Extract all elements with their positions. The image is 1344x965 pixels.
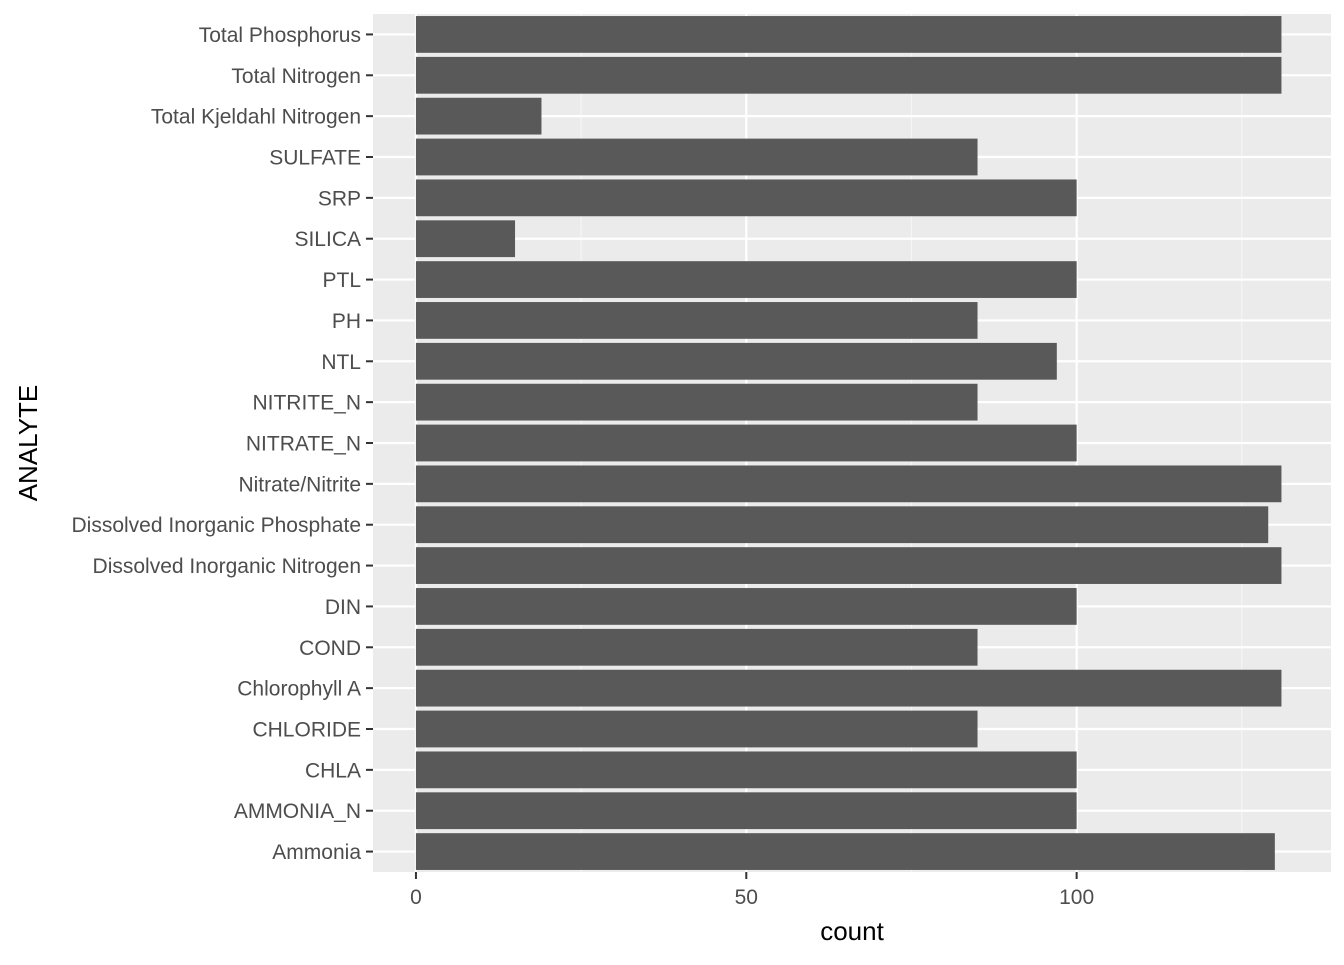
y-tick-label-ammonia-n: AMMONIA_N [234,800,361,823]
bar-total-phosphorus [415,16,1282,53]
x-axis-title: count [820,916,884,946]
y-tick-label-din: DIN [325,596,361,619]
y-tick-label-ptl: PTL [322,269,361,292]
bar-chlorophyll-a [415,669,1282,707]
bar-din [415,588,1077,625]
y-tick-label-ammonia: Ammonia [272,841,361,864]
bar-chloride [415,710,978,748]
y-tick-label-cond: COND [299,637,361,660]
y-tick-label-chloride: CHLORIDE [252,719,361,742]
bar-total-kjeldahl-nitrogen [415,97,542,135]
y-tick-label-sulfate: SULFATE [269,147,361,170]
bar-silica [415,220,516,258]
x-tick-label-50: 50 [735,886,758,909]
y-tick-label-silica: SILICA [294,228,361,251]
y-tick-label-total-phosphorus: Total Phosphorus [199,24,361,47]
bar-ammonia-n [415,792,1077,830]
bar-ph [415,302,978,339]
y-tick-label-srp: SRP [318,187,361,210]
bar-srp [415,179,1077,217]
bar-ntl [415,342,1057,380]
y-tick-label-ntl: NTL [321,351,361,374]
bar-nitrite-n [415,383,978,421]
bar-nitrate-nitrite [415,465,1282,503]
bar-ptl [415,261,1077,298]
bar-dissolved-inorganic-nitrogen [415,547,1282,584]
bar-chla [415,751,1077,789]
y-tick-label-dissolved-inorganic-nitrogen: Dissolved Inorganic Nitrogen [93,555,361,578]
y-tick-label-ph: PH [332,310,361,333]
bars [415,16,1282,870]
y-axis-title: ANALYTE [13,385,43,502]
y-tick-label-nitrite-n: NITRITE_N [252,392,361,415]
y-tick-label-total-kjeldahl-nitrogen: Total Kjeldahl Nitrogen [151,106,361,129]
y-tick-label-nitrate-nitrite: Nitrate/Nitrite [238,473,361,496]
x-tick-label-100: 100 [1059,886,1094,909]
y-tick-label-chla: CHLA [305,759,361,782]
x-tick-label-0: 0 [410,886,422,909]
y-tick-label-nitrate-n: NITRATE_N [246,433,361,456]
y-tick-label-total-nitrogen: Total Nitrogen [231,65,361,88]
bar-dissolved-inorganic-phosphate [415,506,1269,544]
bar-total-nitrogen [415,56,1282,94]
y-tick-label-dissolved-inorganic-phosphate: Dissolved Inorganic Phosphate [71,514,361,537]
bar-ammonia [415,833,1275,870]
y-axis-ticks: Total Phosphorus Total Nitrogen Total Kjel… [71,24,373,864]
bar-cond [415,628,978,666]
bar-nitrate-n [415,424,1077,462]
bar-sulfate [415,138,978,176]
y-tick-label-chlorophyll-a: Chlorophyll A [237,678,361,701]
x-axis-ticks: 0 50 100 [410,872,1094,909]
